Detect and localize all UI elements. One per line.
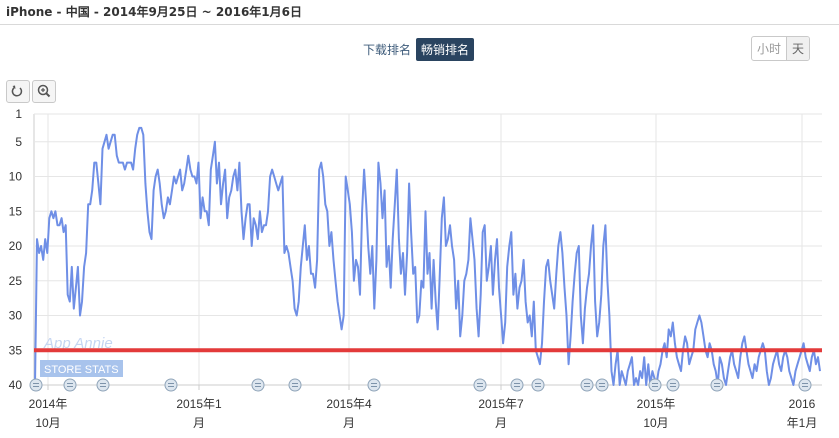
y-tick-label: 10 [9,170,23,184]
event-marker-icon [648,378,662,392]
event-marker-icon [710,378,724,392]
y-tick-label: 20 [9,239,23,253]
rank-type-tabs: 下载排名 畅销排名 [360,37,475,61]
y-tick-label: 25 [9,274,23,288]
event-marker-icon [251,378,265,392]
granularity-day-button[interactable]: 天 [786,37,810,60]
event-marker-bubble [29,378,43,392]
granularity-hour-button[interactable]: 小时 [757,42,782,56]
event-marker-bubble [367,378,381,392]
x-tick-label: 月 [495,416,507,430]
x-tick-label: 2015年 [637,397,676,411]
event-marker-bubble [666,378,680,392]
x-tick-label: 2016 [789,397,816,411]
event-marker-bubble [473,378,487,392]
zoom-button[interactable] [32,80,56,103]
event-marker-bubble [96,378,110,392]
reset-icon [11,85,23,97]
event-marker-icon [96,378,110,392]
event-marker-bubble [510,378,524,392]
event-marker-icon [164,378,178,392]
x-axis: 2014年 10月 2015年1 月 2015年4 月 2015年7 月 2015年 10月 201… [29,397,818,430]
y-tick-label: 35 [9,343,23,357]
event-marker-bubble [798,378,812,392]
tab-grossing[interactable]: 畅销排名 [416,37,475,61]
tab-downloads[interactable]: 下载排名 [363,42,412,57]
y-tick-label: 1 [15,107,22,121]
x-tick-label: 2015年1 [176,397,222,411]
watermark-badge-text: STORE STATS [44,364,119,376]
event-marker-icon [531,378,545,392]
series-line [34,126,821,386]
event-marker-icon [288,378,302,392]
event-marker-icon [510,378,524,392]
y-tick-label: 40 [9,378,23,392]
y-tick-label: 30 [9,309,23,323]
x-tick-label: 10月 [643,416,668,430]
event-marker-icon [367,378,381,392]
zoom-icon [37,84,51,98]
event-marker-bubble [531,378,545,392]
x-tick-label: 月 [343,416,355,430]
event-marker-icon [595,378,609,392]
event-marker-bubble [580,378,594,392]
event-marker-icon [63,378,77,392]
event-marker-icon [473,378,487,392]
reset-zoom-button[interactable] [6,80,30,103]
x-tick-label: 2015年4 [326,397,372,411]
page-header: iPhone - 中国 - 2014年9月25日 ~ 2016年1月6日 [0,0,839,25]
x-tick-label: 月 [193,416,205,430]
granularity-toggle: 小时 天 [751,36,811,61]
watermark-badge [40,360,123,377]
x-tick-label: 2014年 [29,397,68,411]
x-tick-label: 2015年7 [478,397,524,411]
watermark: App Annie STORE STATS [40,335,123,377]
page-title: iPhone - 中国 - 2014年9月25日 ~ 2016年1月6日 [6,5,303,19]
event-marker-icon [29,378,43,392]
series-group [34,126,821,386]
event-marker-bubble [288,378,302,392]
event-marker-icon [580,378,594,392]
y-tick-label: 5 [15,135,22,149]
event-marker-icon [798,378,812,392]
event-marker-bubble [164,378,178,392]
x-tick-label: 10月 [35,416,60,430]
y-tick-label: 15 [9,204,23,218]
event-marker-bubble [595,378,609,392]
event-marker-bubble [251,378,265,392]
event-markers [29,378,812,392]
event-marker-bubble [710,378,724,392]
x-tick-label: 年1月 [787,416,818,430]
event-marker-bubble [648,378,662,392]
event-marker-bubble [63,378,77,392]
watermark-text: App Annie [43,335,113,352]
event-marker-icon [666,378,680,392]
